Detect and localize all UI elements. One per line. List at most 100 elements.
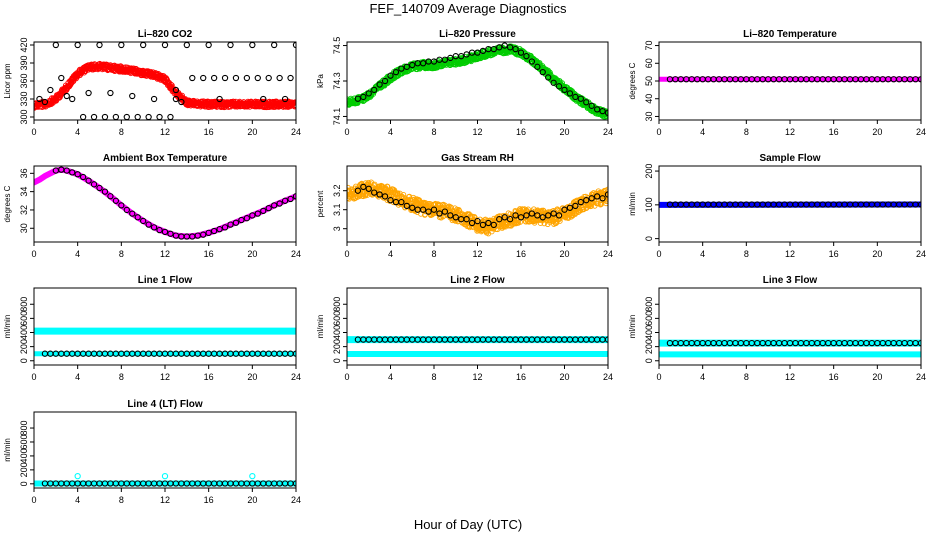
data-point-black (200, 74, 207, 82)
data-point-black (512, 212, 519, 219)
chart-panel-6: 0 4 8 12 16 20 24 0 100 200 Sample Flow ml/min (628, 153, 926, 259)
y-tick-label: 200 (19, 339, 29, 354)
data-point-black (419, 60, 427, 67)
y-tick-label: 400 (332, 325, 342, 340)
x-tick-label: 4 (388, 249, 393, 259)
x-tick-label: 16 (204, 249, 214, 259)
data-point-black (254, 74, 261, 82)
y-tick-label: 0 (19, 358, 29, 363)
x-tick-label: 0 (656, 127, 661, 137)
chart-panel-2: 0 4 8 12 16 20 24 74.1 74.3 74.5 Li–820 Pressure kP… (316, 29, 613, 137)
chart-title: Line 1 Flow (138, 275, 193, 286)
data-point-black (161, 228, 169, 236)
x-tick-label: 8 (744, 372, 749, 382)
y-axis-label: percent (316, 190, 325, 217)
y-tick-label: 400 (644, 325, 654, 340)
plot-frame (33, 411, 297, 489)
data-point-black (917, 76, 921, 83)
data-point-black (593, 193, 601, 200)
data-point-black (506, 216, 514, 223)
y-tick-label: 50 (644, 76, 654, 86)
x-tick-label: 24 (291, 495, 301, 505)
x-tick-label: 16 (829, 372, 839, 382)
data-point-black (69, 169, 76, 176)
data-point-orange (604, 197, 608, 204)
y-tick-label: 3.2 (332, 184, 342, 197)
x-tick-label: 20 (247, 127, 257, 137)
x-tick-label: 8 (744, 127, 749, 137)
x-tick-label: 16 (204, 127, 214, 137)
data-point-black (287, 195, 294, 203)
data-point-black (107, 89, 114, 97)
data-point-black (409, 204, 416, 211)
y-tick-label: 200 (644, 164, 654, 179)
x-tick-label: 8 (431, 127, 436, 137)
y-tick-label: 800 (19, 297, 29, 312)
data-point-black (221, 74, 229, 82)
y-axis-label: Licor ppm (3, 63, 12, 98)
data-point-red (291, 99, 296, 106)
plot-data (347, 336, 608, 358)
data-point-black (260, 95, 267, 103)
x-tick-label: 0 (31, 372, 36, 382)
data-point-black (112, 113, 120, 120)
data-point-black (205, 229, 212, 236)
data-point-black (167, 230, 174, 237)
chart-title: Line 3 Flow (763, 275, 818, 286)
x-tick-label: 12 (160, 127, 170, 137)
data-point-black (232, 74, 240, 82)
x-tick-label: 8 (431, 372, 436, 382)
data-point-black (534, 212, 541, 219)
chart-panel-3: 0 4 8 12 16 20 24 30 40 50 60 70 Li–820 Temperature d… (628, 29, 926, 137)
data-point-black (134, 113, 141, 120)
x-tick-label: 4 (700, 127, 705, 137)
x-tick-label: 0 (344, 127, 349, 137)
data-point-black (287, 74, 294, 82)
chart-title: Li–820 Temperature (743, 29, 837, 40)
y-tick-label: 0 (644, 236, 654, 241)
x-tick-label: 12 (785, 372, 795, 382)
data-point-black (479, 47, 487, 55)
data-point-black (227, 42, 234, 49)
data-point-black (447, 54, 454, 62)
data-point-black (474, 49, 481, 56)
y-tick-label: 800 (644, 297, 654, 312)
plot-data (659, 339, 921, 358)
data-point-black (101, 113, 109, 120)
data-point-black (496, 44, 503, 51)
data-point-black (583, 99, 590, 106)
data-point-black (79, 113, 87, 120)
data-point-black (409, 61, 416, 69)
x-tick-label: 24 (291, 249, 301, 259)
y-tick-label: 74.5 (332, 37, 342, 55)
plot-data (34, 472, 296, 487)
data-point-black (205, 42, 212, 49)
data-point-black (485, 219, 492, 227)
data-point-black (96, 42, 103, 49)
data-point-black (167, 113, 174, 120)
data-point-black (583, 197, 590, 204)
data-point-black (276, 74, 283, 82)
data-point-black (232, 219, 240, 226)
data-point-black (425, 208, 432, 215)
data-point-black (140, 217, 147, 225)
plot-data (659, 76, 921, 83)
data-point-black (90, 181, 98, 188)
data-point-black (545, 74, 552, 81)
data-point-orange (456, 207, 462, 214)
y-tick-label: 800 (19, 421, 29, 436)
chart-panel-4: 0 4 8 12 16 20 24 30 32 34 36 Ambient Box Temperatu… (3, 153, 301, 259)
data-point-black (398, 65, 405, 72)
data-point-black (360, 93, 367, 101)
plot-data (34, 42, 296, 120)
data-point-orange (603, 200, 608, 207)
y-tick-label: 70 (644, 41, 654, 51)
data-point-black (129, 92, 136, 100)
data-point-orange (471, 213, 478, 220)
y-tick-label: 800 (332, 297, 342, 312)
data-point-black (593, 106, 601, 113)
x-tick-label: 20 (872, 249, 882, 259)
data-point-black (604, 191, 608, 198)
